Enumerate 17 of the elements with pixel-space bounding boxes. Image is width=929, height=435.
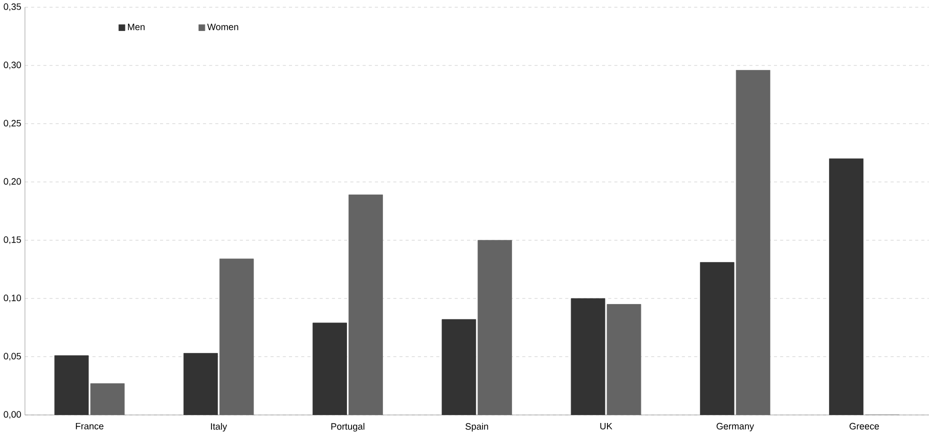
y-tick-label: 0,05: [4, 352, 21, 361]
x-tick-label: Greece: [850, 422, 879, 430]
y-tick-label: 0,10: [4, 294, 21, 302]
y-tick-label: 0,35: [4, 3, 21, 12]
x-tick-label: Italy: [211, 422, 228, 432]
y-tick-label: 0,20: [4, 178, 21, 186]
legend-label: Men: [128, 24, 145, 30]
legend-label: Women: [207, 24, 238, 30]
y-tick-label: 0,25: [4, 120, 21, 128]
y-tick-label: 0,00: [4, 411, 21, 419]
y-tick-label: 0,30: [4, 62, 21, 70]
x-tick-label: France: [76, 422, 104, 430]
x-tick-label: Portugal: [331, 422, 364, 432]
x-tick-label: Germany: [716, 422, 754, 432]
x-tick-label: Spain: [466, 422, 488, 432]
x-tick-label: UK: [600, 422, 612, 430]
y-tick-label: 0,15: [4, 236, 21, 244]
